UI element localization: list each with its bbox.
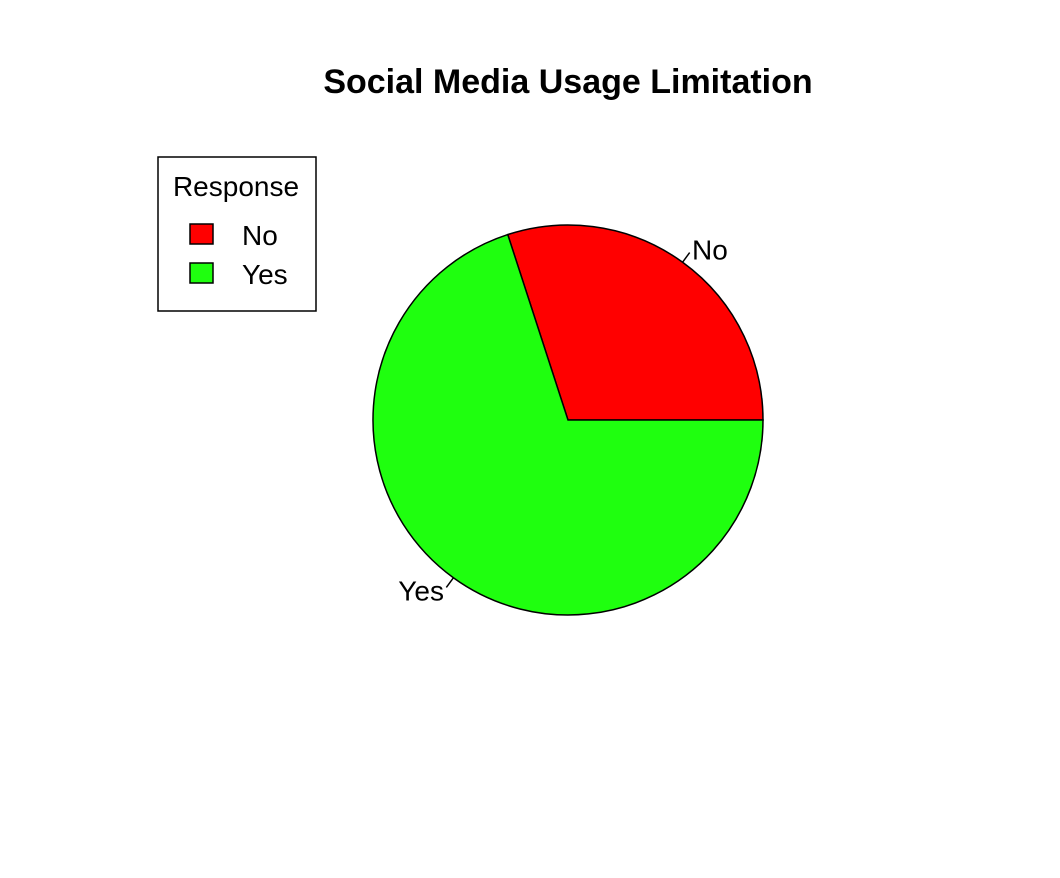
legend-swatch-no [189,223,214,245]
slice-label-tick-no [682,252,691,263]
slice-label-yes: Yes [398,576,444,607]
legend-label-yes: Yes [242,259,288,290]
slice-labels: No Yes [398,234,728,606]
pie-slice-no [506,224,764,421]
legend-swatch-yes [189,262,214,284]
slice-label-no: No [692,234,728,265]
legend: Response No Yes [157,156,317,312]
slice-label-tick-yes [445,577,454,588]
chart-title: Social Media Usage Limitation [323,63,812,101]
legend-box [157,156,317,312]
pie-slices [372,224,764,616]
legend-label-no: No [242,220,278,251]
legend-title: Response [173,171,299,202]
